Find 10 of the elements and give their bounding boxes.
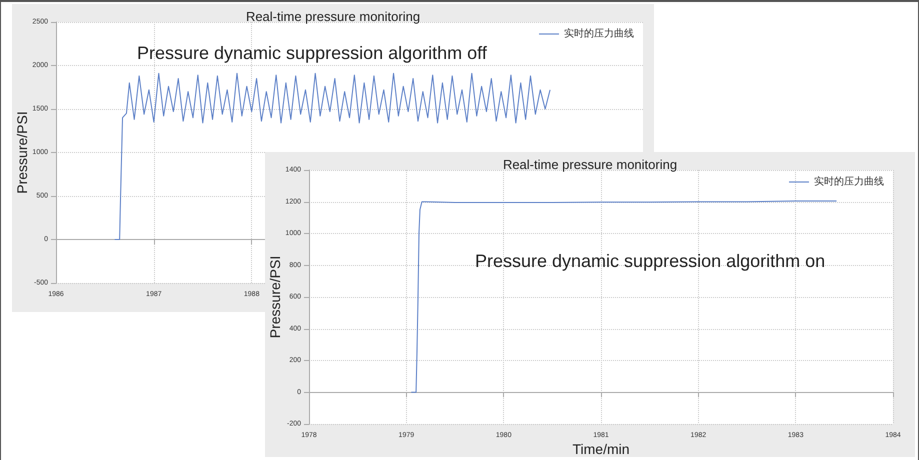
y-axis-title: Pressure/PSI <box>267 256 283 338</box>
line-series <box>410 200 838 393</box>
chart-title: Real-time pressure monitoring <box>246 9 420 24</box>
annotation: Pressure dynamic suppression algorithm on <box>475 251 826 271</box>
x-axis-title: Time/min <box>572 441 630 457</box>
chart-title: Real-time pressure monitoring <box>502 157 678 172</box>
y-axis-title: Pressure/PSI <box>14 111 30 194</box>
legend-label: 实时的压力曲线 <box>564 28 634 40</box>
annotation: Pressure dynamic suppression algorithm off <box>137 43 488 63</box>
legend-label: 实时的压力曲线 <box>814 176 884 188</box>
